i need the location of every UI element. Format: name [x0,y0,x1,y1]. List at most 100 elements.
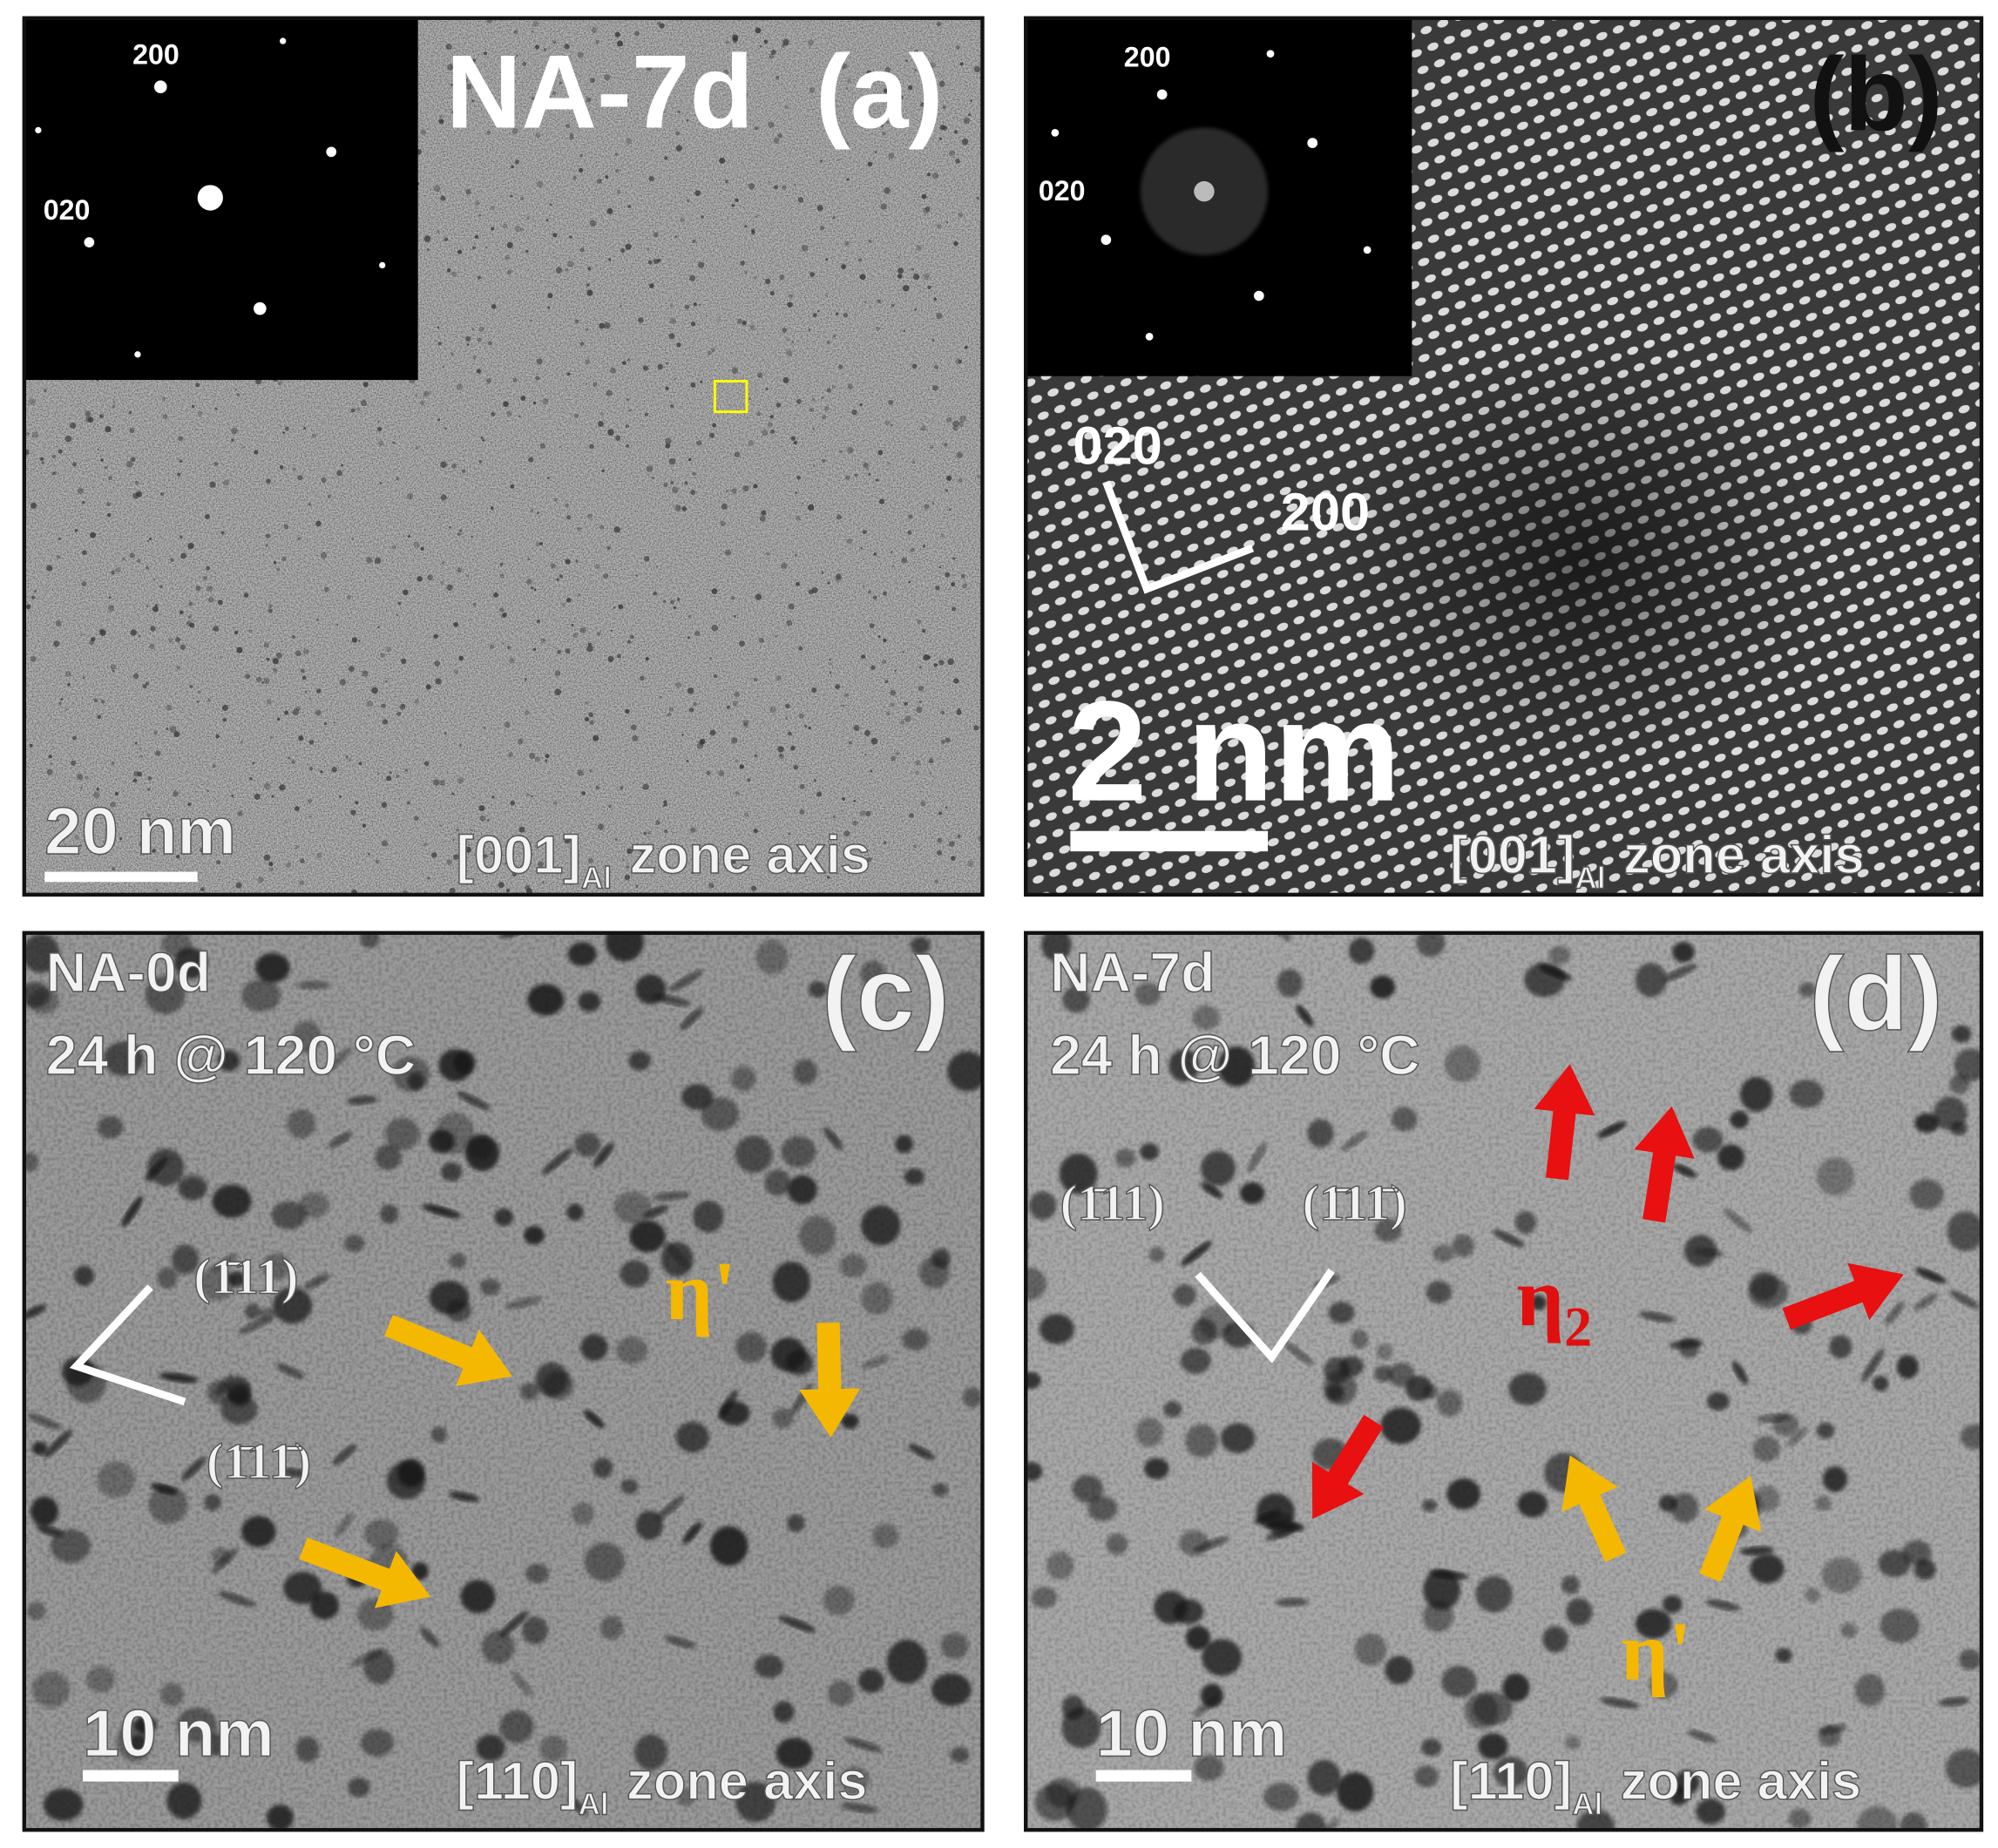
precipitate [1029,1191,1057,1221]
precipitate-dot [731,737,738,744]
precipitate [50,1529,91,1563]
precipitate-dot [692,471,696,477]
precipitate-dot [829,671,832,674]
precipitate [1068,969,1089,988]
precipitate-dot [843,693,850,698]
platelet [1492,1229,1525,1248]
precipitate-dot [82,500,85,504]
precipitate [380,1204,399,1224]
zone-text: zone axis [1623,825,1864,885]
precipitate-dot [626,865,629,869]
precipitate-dot [453,854,459,860]
diffraction-spots [35,37,386,358]
precipitate-dot [154,604,158,607]
precipitate-dot [718,318,721,322]
precipitate-dot [550,563,556,569]
precipitate-dot [339,679,347,686]
precipitate-dot [358,640,361,642]
precipitate [1854,1673,1886,1707]
precipitate-dot [614,31,620,37]
precipitate-dot [520,396,526,402]
precipitate-dot [564,44,570,50]
zone-text: zone axis [1621,1751,1861,1811]
precipitate-dot [608,258,612,261]
precipitate-dot [692,239,696,244]
precipitate-dot [29,398,36,405]
precipitate-dot [740,261,746,267]
plane-label: (1̄11) [193,1249,298,1305]
precipitate-dot [188,601,193,606]
precipitate-dot [912,273,920,281]
precipitate-dot [920,801,926,807]
precipitate [1185,1424,1218,1459]
precipitate-dot [200,847,206,853]
platelet [1446,1845,1474,1848]
precipitate-dot [790,745,796,751]
precipitate-dot [527,558,531,561]
scale-bar [44,871,198,883]
precipitate-dot [571,623,574,626]
precipitate-dot [859,809,866,817]
platelet [27,1413,62,1431]
precipitate-dot [970,99,972,102]
precipitate-dot [577,526,582,531]
precipitate-dot [417,576,423,582]
precipitate-dot [808,328,811,332]
precipitate-dot [508,657,515,664]
precipitate-dot [506,646,511,650]
precipitate-dot [799,809,805,815]
precipitate-dot [589,720,594,725]
precipitate-dot [687,636,690,640]
precipitate-dot [457,567,463,573]
platelet [1786,1426,1808,1447]
precipitate [719,1400,750,1425]
precipitate [267,1804,294,1829]
precipitate-dot [930,444,934,449]
precipitate-dot [864,729,870,736]
precipitate [258,1307,277,1322]
precipitate-dot [908,514,913,519]
precipitate-dot [85,416,92,423]
precipitate-dot [868,240,872,243]
precipitate-dot [288,756,291,760]
inset-label: 020 [44,194,91,226]
precipitate-dot [315,520,322,527]
precipitate-dot [451,271,457,277]
precipitate-dot [602,573,609,579]
precipitate-dot [489,644,495,649]
platelet [1264,1523,1302,1541]
direction-label: 020 [1073,416,1162,477]
arrow [1561,1455,1627,1562]
precipitate-dot [351,637,358,643]
platelet [323,1046,353,1074]
precipitate-dot [845,86,849,90]
precipitate-dot [946,475,952,482]
precipitate-dot [922,545,926,548]
precipitate-dot [607,804,613,809]
precipitate-dot [936,312,943,320]
precipitate [292,1020,322,1053]
precipitate-dot [472,355,477,360]
precipitate-dot [111,570,115,575]
precipitate-dot [64,707,68,711]
precipitate-dot [743,722,748,728]
precipitate-dot [579,153,584,158]
precipitate-dot [500,109,505,114]
precipitate-dot [623,98,629,104]
precipitate-dot [816,309,820,313]
precipitate-dot [336,470,342,477]
precipitate-dot [276,567,281,572]
precipitate-dot [320,769,323,774]
precipitate [255,952,290,983]
precipitate-dot [146,566,149,570]
precipitate [735,1331,768,1363]
precipitate-dot [308,740,315,745]
precipitate-dot [327,494,332,498]
platelet [653,1191,691,1202]
precipitate-dot [585,359,591,365]
precipitate-dot [809,407,815,412]
precipitate-dot [406,801,410,805]
precipitate-dot [333,721,336,724]
precipitate [1692,1127,1724,1153]
precipitate-dot [376,772,380,775]
